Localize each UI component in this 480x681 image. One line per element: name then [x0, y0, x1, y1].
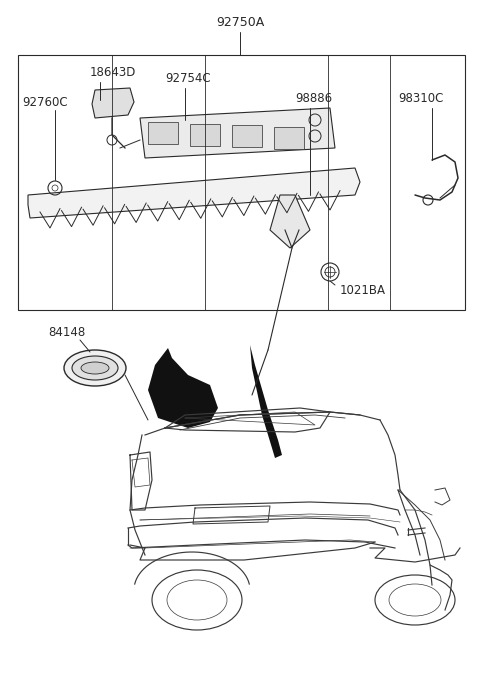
Bar: [190, 123, 220, 146]
Text: 92750A: 92750A: [216, 16, 264, 29]
Bar: [18, 55, 465, 310]
Text: 1021BA: 1021BA: [340, 283, 386, 296]
Bar: [274, 127, 304, 148]
Ellipse shape: [81, 362, 109, 374]
Bar: [148, 122, 178, 144]
Polygon shape: [250, 345, 282, 458]
Polygon shape: [28, 168, 360, 218]
Ellipse shape: [64, 350, 126, 386]
Ellipse shape: [72, 356, 118, 380]
Polygon shape: [148, 348, 218, 428]
Text: 18643D: 18643D: [90, 65, 136, 78]
Text: 84148: 84148: [48, 326, 85, 338]
Text: 92754C: 92754C: [165, 72, 211, 84]
Text: 98310C: 98310C: [398, 91, 444, 104]
Bar: [232, 125, 262, 147]
Polygon shape: [92, 88, 134, 118]
Text: 98886: 98886: [295, 91, 332, 104]
Polygon shape: [270, 195, 310, 248]
Text: 92760C: 92760C: [22, 95, 68, 108]
Polygon shape: [140, 108, 335, 158]
